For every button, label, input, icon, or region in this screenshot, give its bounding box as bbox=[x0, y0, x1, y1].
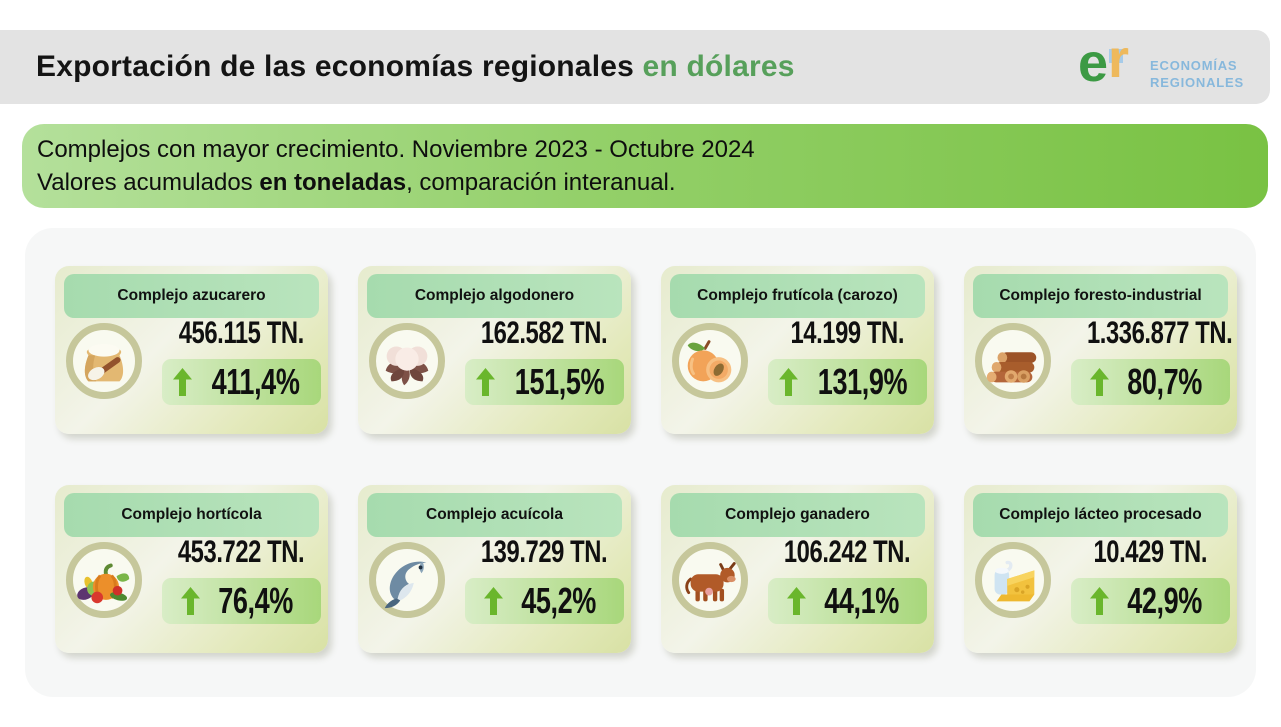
growth-value: 76,4% bbox=[218, 580, 294, 621]
title-main: Exportación de las economías regionales bbox=[36, 50, 643, 83]
growth-badge: 411,4% bbox=[162, 359, 321, 405]
logo-letter-e: e bbox=[1078, 33, 1109, 93]
banner-line2-prefix: Valores acumulados bbox=[37, 169, 260, 196]
growth-value: 42,9% bbox=[1127, 580, 1203, 621]
sugar-sack-icon bbox=[66, 323, 142, 399]
tons-value: 453.722 TN. bbox=[178, 534, 305, 570]
card-complejo-lacteo-procesado: Complejo lácteo procesado bbox=[964, 485, 1237, 653]
card-complejo-foresto-industrial: Complejo foresto-industrial bbox=[964, 266, 1237, 434]
card-title: Complejo hortícola bbox=[64, 493, 319, 537]
growth-badge: 45,2% bbox=[465, 578, 624, 624]
card-title: Complejo azucarero bbox=[64, 274, 319, 318]
tons-value: 106.242 TN. bbox=[784, 534, 911, 570]
banner-line2-suffix: , comparación interanual. bbox=[406, 169, 676, 196]
card-complejo-fruticola: Complejo frutícola (carozo) 14.199 TN. bbox=[661, 266, 934, 434]
card-complejo-acuicola: Complejo acuícola 139.729 TN. 45,2% bbox=[358, 485, 631, 653]
cow-icon bbox=[672, 542, 748, 618]
tons-value: 1.336.877 TN. bbox=[1086, 315, 1233, 351]
tons-value: 162.582 TN. bbox=[481, 315, 608, 351]
cotton-icon bbox=[369, 323, 445, 399]
tons-value: 139.729 TN. bbox=[481, 534, 608, 570]
card-stats: 456.115 TN. 411,4% bbox=[162, 315, 321, 405]
growth-value: 80,7% bbox=[1127, 361, 1203, 402]
card-title: Complejo lácteo procesado bbox=[973, 493, 1228, 537]
growth-value: 131,9% bbox=[817, 361, 907, 402]
fish-icon bbox=[369, 542, 445, 618]
cards-panel: Complejo azucarero 456.115 TN. 411,4% bbox=[25, 228, 1256, 697]
up-arrow-icon bbox=[181, 587, 201, 615]
banner-line2-bold: en toneladas bbox=[259, 169, 407, 196]
up-arrow-icon bbox=[787, 587, 807, 615]
card-title: Complejo frutícola (carozo) bbox=[670, 274, 925, 318]
growth-badge: 80,7% bbox=[1071, 359, 1230, 405]
logo-line1: ECONOMÍAS bbox=[1150, 58, 1238, 73]
growth-badge: 42,9% bbox=[1071, 578, 1230, 624]
tons-value: 456.115 TN. bbox=[178, 315, 305, 351]
title-accent: en dólares bbox=[642, 50, 795, 83]
economias-regionales-logo: r e ECONOMÍAS REGIONALES bbox=[1078, 29, 1244, 96]
growth-value: 45,2% bbox=[521, 580, 597, 621]
subtitle-banner: Complejos con mayor crecimiento. Noviemb… bbox=[22, 124, 1268, 208]
growth-value: 151,5% bbox=[514, 361, 604, 402]
up-arrow-icon bbox=[484, 587, 504, 615]
card-title: Complejo algodonero bbox=[367, 274, 622, 318]
card-complejo-algodonero: Complejo algodonero 162.582 TN. bbox=[358, 266, 631, 434]
up-arrow-icon bbox=[173, 368, 193, 396]
card-title: Complejo acuícola bbox=[367, 493, 622, 537]
card-stats: 453.722 TN. 76,4% bbox=[162, 534, 321, 624]
card-stats: 106.242 TN. 44,1% bbox=[768, 534, 927, 624]
logo-line2: REGIONALES bbox=[1150, 75, 1244, 90]
up-arrow-icon bbox=[475, 368, 495, 396]
growth-badge: 151,5% bbox=[465, 359, 624, 405]
card-title: Complejo ganadero bbox=[670, 493, 925, 537]
tons-value: 10.429 TN. bbox=[1093, 534, 1208, 570]
card-complejo-ganadero: Complejo ganadero bbox=[661, 485, 934, 653]
logo-letter-r: r bbox=[1108, 29, 1130, 89]
growth-badge: 76,4% bbox=[162, 578, 321, 624]
growth-value: 44,1% bbox=[824, 580, 900, 621]
peach-icon bbox=[672, 323, 748, 399]
card-complejo-horticola: Complejo hortícola bbox=[55, 485, 328, 653]
tons-value: 14.199 TN. bbox=[790, 315, 905, 351]
cards-grid: Complejo azucarero 456.115 TN. 411,4% bbox=[55, 266, 1237, 653]
up-arrow-icon bbox=[778, 368, 798, 396]
card-title: Complejo foresto-industrial bbox=[973, 274, 1228, 318]
header-bar: Exportación de las economías regionales … bbox=[0, 29, 1270, 104]
page-title: Exportación de las economías regionales … bbox=[36, 50, 795, 84]
vegetables-icon bbox=[66, 542, 142, 618]
cheese-icon bbox=[975, 542, 1051, 618]
card-stats: 162.582 TN. 151,5% bbox=[465, 315, 624, 405]
logo-wordmark: ECONOMÍAS REGIONALES bbox=[1150, 57, 1244, 91]
er-logo-icon: r e bbox=[1078, 29, 1144, 96]
up-arrow-icon bbox=[1090, 587, 1110, 615]
growth-value: 411,4% bbox=[212, 361, 300, 402]
up-arrow-icon bbox=[1090, 368, 1110, 396]
logo-blue-square bbox=[1109, 49, 1124, 63]
card-complejo-azucarero: Complejo azucarero 456.115 TN. 411,4% bbox=[55, 266, 328, 434]
growth-badge: 131,9% bbox=[768, 359, 927, 405]
logs-icon bbox=[975, 323, 1051, 399]
card-stats: 10.429 TN. 42,9% bbox=[1071, 534, 1230, 624]
card-stats: 1.336.877 TN. 80,7% bbox=[1071, 315, 1233, 405]
card-stats: 139.729 TN. 45,2% bbox=[465, 534, 624, 624]
banner-text: Complejos con mayor crecimiento. Noviemb… bbox=[37, 133, 1268, 199]
card-stats: 14.199 TN. 131,9% bbox=[768, 315, 927, 405]
banner-line1: Complejos con mayor crecimiento. Noviemb… bbox=[37, 136, 755, 163]
growth-badge: 44,1% bbox=[768, 578, 927, 624]
